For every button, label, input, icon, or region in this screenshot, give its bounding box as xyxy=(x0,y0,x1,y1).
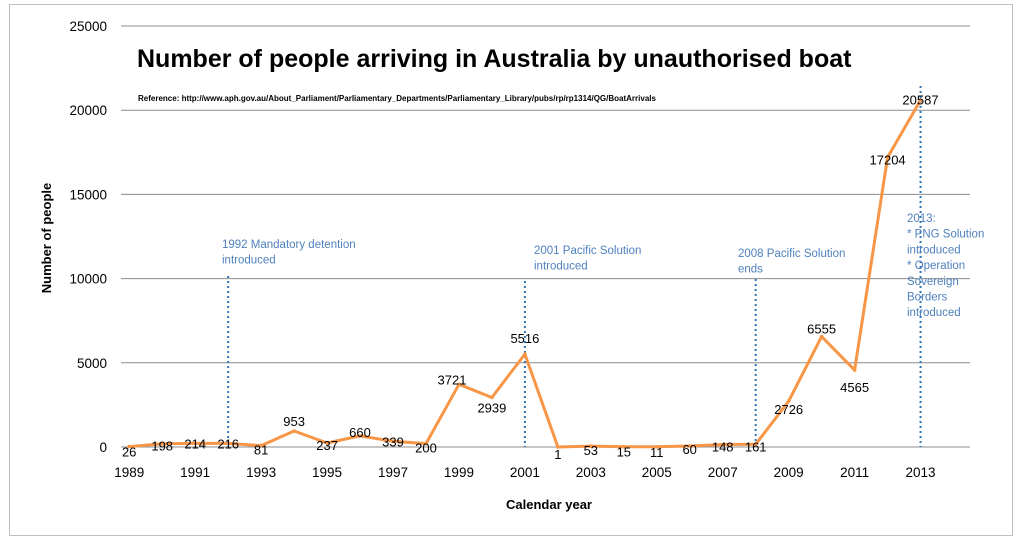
data-point xyxy=(226,441,230,446)
data-label: 20587 xyxy=(902,92,938,107)
x-tick-label: 2001 xyxy=(510,465,540,480)
data-label: 4565 xyxy=(840,380,869,395)
data-point xyxy=(655,445,659,449)
annotation-text-2013: Sovereign xyxy=(907,276,959,288)
series-line-group xyxy=(127,98,923,449)
axes: 0 5000 10000 15000 20000 25000 1989 1991 1993 199… xyxy=(69,19,935,480)
data-point xyxy=(918,98,923,103)
annotation-text-2001: introduced xyxy=(534,261,588,273)
data-point xyxy=(885,155,890,160)
data-point xyxy=(193,441,197,446)
y-tick-label: 15000 xyxy=(69,187,107,202)
data-point xyxy=(786,399,791,403)
y-tick-label: 5000 xyxy=(77,356,107,371)
x-axis-label: Calendar year xyxy=(506,497,592,512)
data-point xyxy=(391,439,395,444)
data-label: 11 xyxy=(650,445,664,460)
x-tick-label: 2009 xyxy=(774,465,804,480)
annotation-text-2013: introduced xyxy=(907,307,961,319)
data-label: 5516 xyxy=(510,331,539,346)
data-point xyxy=(358,434,362,438)
data-label: 3721 xyxy=(438,372,467,387)
data-point xyxy=(424,441,428,446)
annotation-text-2013: Borders xyxy=(907,292,948,304)
data-point xyxy=(457,382,461,387)
x-tick-label: 1993 xyxy=(246,465,276,480)
data-point xyxy=(622,444,626,449)
data-label: 214 xyxy=(184,436,206,451)
x-tick-label: 2003 xyxy=(576,465,606,480)
x-tick-label: 1995 xyxy=(312,465,342,480)
data-label: 161 xyxy=(745,439,767,454)
data-point xyxy=(490,395,494,400)
x-tick-label: 2005 xyxy=(642,465,672,480)
y-axis-label: Number of people xyxy=(39,183,54,294)
data-point xyxy=(852,368,857,372)
data-point xyxy=(292,429,296,433)
chart-title: Number of people arriving in Australia b… xyxy=(137,45,852,73)
annotation-text-2013: * Operation xyxy=(907,260,965,272)
data-point xyxy=(589,444,593,448)
data-point xyxy=(687,444,692,448)
data-point xyxy=(160,441,164,446)
data-label: 953 xyxy=(283,414,305,429)
data-point xyxy=(127,444,131,449)
annotation-text-1992: 1992 Mandatory detention xyxy=(222,239,356,251)
data-label: 53 xyxy=(584,443,598,458)
y-tick-label: 10000 xyxy=(69,272,107,287)
data-point xyxy=(753,442,758,447)
y-tick-label: 0 xyxy=(99,440,107,455)
annotation-text-2013: * PNG Solution xyxy=(907,229,984,241)
y-tick-label: 25000 xyxy=(69,19,107,34)
annotation-text-2001: 2001 Pacific Solution xyxy=(534,245,641,257)
series-line xyxy=(129,99,922,449)
data-label: 200 xyxy=(415,441,437,456)
data-label: 339 xyxy=(382,434,404,449)
annotations: 1992 Mandatory detention introduced 2001 P… xyxy=(222,86,984,447)
data-point xyxy=(259,443,263,448)
chart-reference: Reference: http://www.aph.gov.au/About_P… xyxy=(138,94,656,103)
data-point xyxy=(556,445,560,449)
x-tick-label: 1997 xyxy=(378,465,408,480)
x-tick-label: 1989 xyxy=(114,465,144,480)
data-label: 17204 xyxy=(870,152,906,167)
gridlines xyxy=(121,25,970,448)
x-tick-label: 1999 xyxy=(444,465,474,480)
annotation-text-2013: 2013: xyxy=(907,213,936,225)
x-tick-label: 2013 xyxy=(906,465,936,480)
data-point xyxy=(325,441,329,445)
data-label: 148 xyxy=(712,440,734,455)
data-label: 216 xyxy=(217,436,239,451)
annotation-text-2008: ends xyxy=(738,264,763,276)
data-point xyxy=(720,442,725,447)
data-label: 1 xyxy=(554,447,561,462)
data-label: 198 xyxy=(151,439,173,454)
data-label: 2939 xyxy=(477,401,506,416)
annotation-text-2008: 2008 Pacific Solution xyxy=(738,248,845,260)
data-label: 26 xyxy=(122,445,136,460)
data-label: 237 xyxy=(316,438,338,453)
annotation-text-2013: introduced xyxy=(907,244,961,256)
x-tick-label: 1991 xyxy=(180,465,210,480)
data-label: 60 xyxy=(682,442,696,457)
data-labels: 26 198 214 216 81 953 237 660 339 200 3721 2939 5516… xyxy=(122,92,939,462)
data-label: 15 xyxy=(617,445,631,460)
x-tick-label: 2011 xyxy=(840,465,869,480)
data-point xyxy=(523,352,527,356)
data-label: 81 xyxy=(254,443,268,458)
data-label: 2726 xyxy=(774,402,803,417)
data-label: 660 xyxy=(349,425,371,440)
annotation-text-1992: introduced xyxy=(222,255,276,267)
x-tick-label: 2007 xyxy=(708,465,738,480)
data-label: 6555 xyxy=(807,322,836,337)
data-point xyxy=(819,334,824,339)
y-tick-label: 20000 xyxy=(69,103,107,118)
